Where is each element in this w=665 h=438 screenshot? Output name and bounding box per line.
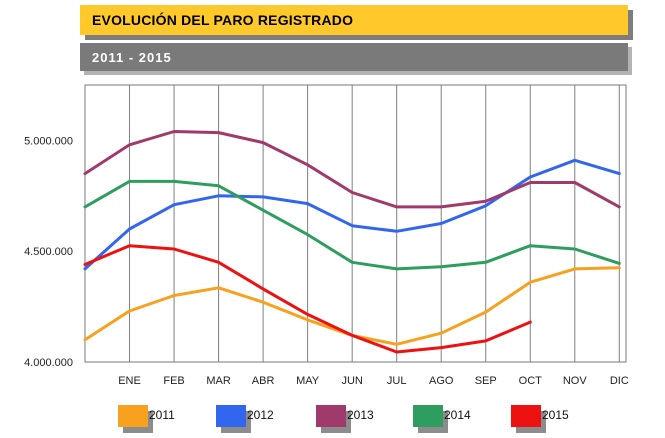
line-chart: 4.000.000 4.500.000 5.000.000 ENE FEB MAR ABR… [24,84,629,387]
legend-swatch-2013 [316,405,346,427]
x-tick-label-jun: JUN [341,375,362,387]
series-line-2013 [83,130,621,209]
legend-label-2012: 2012 [247,408,274,422]
series-line-2014 [83,179,621,271]
x-tick-label-abr: ABR [252,375,275,387]
y-tick-label: 5.000.000 [24,135,73,147]
chart-subtitle: 2011 - 2015 [92,50,172,65]
x-tick-label-feb: FEB [163,375,184,387]
x-tick-label-dic: DIC [610,375,629,387]
legend-label-2013: 2013 [347,408,374,422]
legend-label-2011: 2011 [149,408,175,422]
legend-label-2015: 2015 [542,408,569,422]
title-banner-bar: EVOLUCIÓN DEL PARO REGISTRADO [80,5,628,35]
x-tick-label-mar: MAR [206,375,231,387]
x-tick-label-nov: NOV [563,375,588,387]
x-axis-ticks: ENE FEB MAR ABR MAY JUN JUL AGO SEP OCT NOV DIC [118,375,629,387]
series-line-2015 [83,244,532,354]
x-tick-label-sep: SEP [475,375,497,387]
y-tick-label: 4.500.000 [24,246,73,258]
y-axis-ticks: 4.000.000 4.500.000 5.000.000 [24,135,73,369]
x-tick-label-ene: ENE [118,375,141,387]
chart-legend: 2011 2012 2013 2014 2015 [0,405,665,438]
legend-swatch-2015 [511,405,541,427]
x-tick-label-oct: OCT [519,375,543,387]
legend-swatch-2011 [118,405,148,427]
x-tick-label-may: MAY [296,375,320,387]
x-tick-label-jul: JUL [387,375,407,387]
chart-grid [129,85,620,362]
chart-title: EVOLUCIÓN DEL PARO REGISTRADO [92,12,354,28]
x-tick-label-ago: AGO [429,375,454,387]
legend-swatch-2014 [413,405,443,427]
plot-frame [84,84,627,363]
legend-swatch-2012 [216,405,246,427]
subtitle-banner-bar: 2011 - 2015 [80,43,628,71]
chart-series [83,130,621,354]
title-banner: EVOLUCIÓN DEL PARO REGISTRADO [80,5,633,40]
y-tick-label: 4.000.000 [24,357,73,369]
legend-label-2014: 2014 [444,408,471,422]
subtitle-banner: 2011 - 2015 [80,43,632,75]
series-line-2012 [83,158,621,271]
